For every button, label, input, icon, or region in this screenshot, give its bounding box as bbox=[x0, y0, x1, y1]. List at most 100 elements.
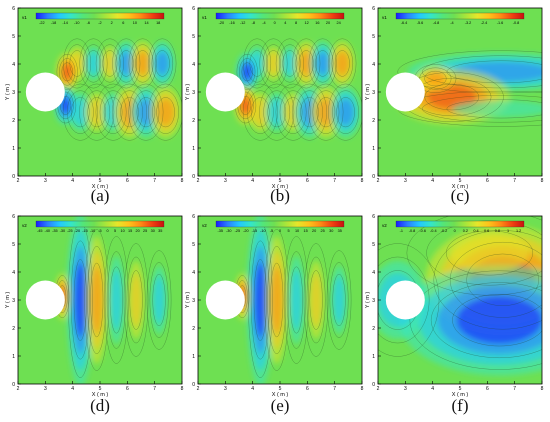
contour-line bbox=[95, 38, 124, 89]
colorbar-tick-label: -4 bbox=[262, 21, 265, 25]
contour-blob bbox=[103, 51, 117, 76]
x-tick-label: 3 bbox=[404, 386, 407, 392]
contour-line bbox=[296, 90, 323, 134]
contour-line bbox=[292, 38, 321, 89]
x-tick-label: 5 bbox=[99, 178, 102, 184]
contour-line bbox=[84, 229, 109, 371]
panel-e: v2-35 -30 -25 -20 -15 -10 -5 0 5 10 15 20 25 30 352 3 4 5… bbox=[185, 214, 364, 415]
colorbar-tick-label: 5 bbox=[114, 229, 116, 233]
colorbar-tick-label: -10 bbox=[260, 229, 266, 233]
panel-b: v1-20 -16 -12 -8 -4 0 4 8 12 16 20 242 3 4 5 6 7 8X ( m )… bbox=[185, 6, 364, 205]
x-tick-label: 3 bbox=[224, 386, 227, 392]
cylinder bbox=[385, 72, 425, 112]
contour-line bbox=[129, 270, 143, 330]
contour-line bbox=[263, 90, 291, 134]
colorbar-tick-label: -35 bbox=[218, 229, 224, 233]
contour-line bbox=[259, 83, 295, 141]
contour-line bbox=[279, 90, 307, 134]
colorbar-tick-label: -4 bbox=[450, 21, 453, 25]
colorbar-tick-label: -6 bbox=[87, 21, 90, 25]
contour-line bbox=[236, 54, 258, 90]
panel-a: v1-22 -18 -14 -10 -6 -2 2 6 10 14 182 3 4 5 6 7 8X ( m )… bbox=[5, 6, 184, 205]
contour-line bbox=[95, 83, 131, 141]
contour-blob bbox=[456, 296, 542, 344]
colorbar-tick-label: 8 bbox=[295, 21, 297, 25]
y-tick-label: 0 bbox=[192, 174, 195, 180]
colorbar-tick-label: 0 bbox=[106, 229, 108, 233]
y-tick-label: 5 bbox=[12, 242, 15, 248]
x-tick-label: 2 bbox=[197, 386, 200, 392]
y-tick-label: 4 bbox=[12, 62, 15, 68]
y-axis-label: Y ( m ) bbox=[185, 292, 191, 309]
contour-field bbox=[233, 41, 362, 138]
contour-blob bbox=[155, 51, 169, 76]
x-tick-label: 5 bbox=[459, 178, 462, 184]
contour-line bbox=[326, 250, 352, 350]
contour-line bbox=[284, 236, 309, 364]
contour-line bbox=[422, 55, 542, 89]
contour-line bbox=[135, 50, 151, 77]
colorbar-tick-label: -40 bbox=[45, 229, 51, 233]
contour-line bbox=[112, 38, 141, 89]
y-tick-label: 5 bbox=[192, 34, 195, 40]
contour-blob bbox=[74, 263, 87, 337]
contour-line bbox=[82, 44, 105, 83]
colorbar-tick-label: 14 bbox=[144, 21, 148, 25]
colorbar bbox=[215, 220, 345, 228]
contour-blob bbox=[335, 51, 349, 76]
x-tick-label: 7 bbox=[153, 178, 156, 184]
y-tick-label: 6 bbox=[372, 6, 375, 12]
contour-line bbox=[397, 50, 542, 94]
y-tick-label: 6 bbox=[372, 214, 375, 220]
x-axis-label: X ( m ) bbox=[272, 392, 289, 398]
colorbar-tick-label: -10 bbox=[90, 229, 96, 233]
contour-line bbox=[120, 97, 139, 128]
colorbar-tick-label: -5.6 bbox=[417, 21, 424, 25]
contour-line bbox=[295, 44, 317, 83]
colorbar-tick-label: -2.4 bbox=[481, 21, 488, 25]
colorbar-tick-label: -30 bbox=[60, 229, 66, 233]
x-tick-label: 6 bbox=[126, 386, 129, 392]
contour-blob bbox=[299, 51, 313, 76]
contour-blob bbox=[130, 273, 142, 327]
contour-line bbox=[466, 253, 539, 306]
colorbar-tick-label: -0.6 bbox=[419, 229, 426, 233]
y-axis-label: Y ( m ) bbox=[365, 292, 371, 309]
x-axis-label: X ( m ) bbox=[452, 184, 469, 190]
colorbar-tick-label: -25 bbox=[67, 229, 73, 233]
contour-line bbox=[148, 83, 182, 141]
contour-blob bbox=[242, 63, 253, 81]
x-axis-label: X ( m ) bbox=[272, 184, 289, 190]
colorbar-tick-label: 1.2 bbox=[516, 229, 521, 233]
contour-line bbox=[239, 96, 252, 115]
contour-line bbox=[259, 38, 288, 89]
y-tick-label: 3 bbox=[372, 298, 375, 304]
contour-line bbox=[422, 95, 542, 123]
contour-lines bbox=[55, 222, 172, 378]
x-tick-label: 8 bbox=[541, 386, 544, 392]
x-tick-label: 2 bbox=[377, 178, 380, 184]
x-tick-label: 8 bbox=[541, 178, 544, 184]
y-axis-label: Y ( m ) bbox=[5, 84, 11, 101]
colorbar-tick-label: -0.8 bbox=[513, 21, 520, 25]
x-tick-label: 2 bbox=[197, 178, 200, 184]
contour-line bbox=[267, 97, 286, 128]
contour-line bbox=[128, 38, 157, 89]
colorbar-tick-label: -1 bbox=[400, 229, 403, 233]
contour-lines bbox=[397, 50, 542, 127]
contour-line bbox=[406, 216, 542, 296]
contour-lines bbox=[235, 38, 362, 141]
y-tick-label: 1 bbox=[12, 146, 15, 152]
colorbar-tick-label: -2 bbox=[98, 21, 101, 25]
y-tick-label: 0 bbox=[12, 174, 15, 180]
y-tick-label: 5 bbox=[372, 34, 375, 40]
contour-line bbox=[83, 90, 111, 134]
y-tick-label: 4 bbox=[372, 62, 375, 68]
colorbar-tick-label: 35 bbox=[158, 229, 162, 233]
contour-blob bbox=[110, 269, 123, 331]
x-tick-label: 7 bbox=[153, 386, 156, 392]
contour-line bbox=[126, 256, 146, 344]
panel-caption: (d) bbox=[90, 396, 110, 415]
colorbar-tick-label: -14 bbox=[62, 21, 68, 25]
